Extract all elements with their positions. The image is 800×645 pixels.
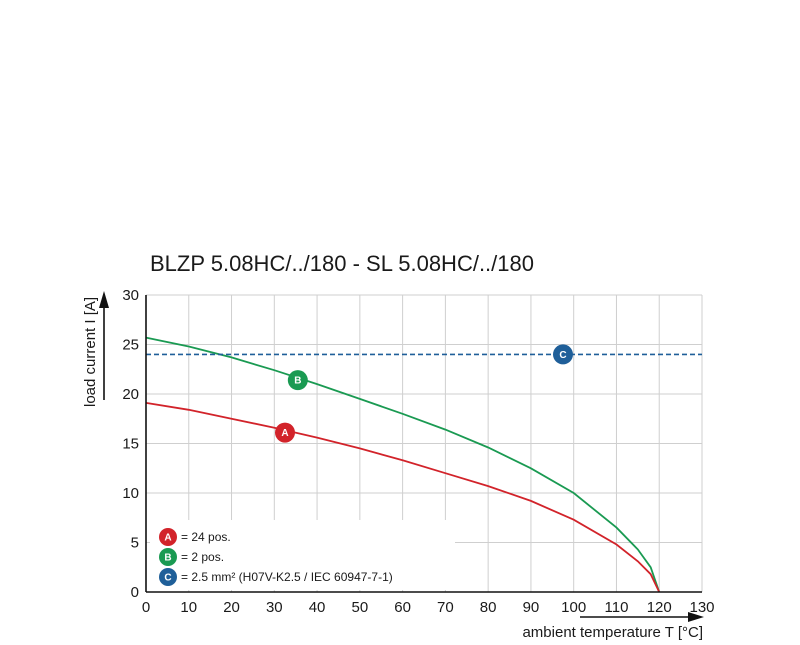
series-line-a [145,402,661,593]
marker-circle-c [553,344,573,365]
y-tick-labels: 0 5 10 15 20 25 30 [122,287,139,601]
legend: A = 24 pos. B = 2 pos. C = 2.5 mm² (H07V-K2.5… [159,528,393,586]
x-tick-label-10: 10 [180,599,197,616]
y-axis-arrow-head [99,291,109,308]
y-tick-label-10: 10 [122,485,139,502]
legend-entry-c: C = 2.5 mm² (H07V-K2.5 / IEC 60947-7-1) [159,568,393,586]
y-tick-label-15: 15 [122,436,139,453]
y-axis-label: load current I [A] [82,297,99,407]
x-tick-label-120: 120 [647,599,672,616]
legend-background [150,520,455,590]
y-tick-label-5: 5 [131,535,139,552]
y-tick-label-20: 20 [122,386,139,403]
legend-letter-b: B [164,553,171,564]
legend-letter-c: C [164,573,171,584]
marker-circle-b [287,370,308,391]
x-tick-label-80: 80 [480,599,497,616]
x-tick-label-60: 60 [394,599,411,616]
marker-circle-a [275,422,295,443]
legend-entry-a: A = 24 pos. [159,528,231,546]
y-tick-label-0: 0 [131,584,139,601]
marker-b: B [287,370,308,391]
marker-letter-c: C [559,350,566,361]
x-tick-label-40: 40 [309,599,326,616]
axes [99,291,704,622]
x-tick-label-50: 50 [352,599,369,616]
x-tick-label-100: 100 [561,599,586,616]
legend-box [150,520,455,590]
marker-c: C [553,344,573,365]
x-axis-label: ambient temperature T [°C] [522,624,703,641]
series-group [145,336,702,593]
legend-marker-c [159,568,177,586]
x-axis-arrow-head [688,612,704,622]
marker-a: A [275,422,295,443]
y-tick-label-25: 25 [122,337,139,354]
curve-markers: A B C [275,344,573,443]
x-tick-labels: 0 10 20 30 40 50 60 70 80 90 100 110 120 130 [142,599,715,616]
x-tick-label-20: 20 [223,599,240,616]
legend-entry-b: B = 2 pos. [159,548,224,566]
legend-letter-a: A [164,533,171,544]
marker-letter-a: A [281,428,288,439]
y-tick-label-30: 30 [122,287,139,304]
x-tick-label-0: 0 [142,599,150,616]
legend-text-a: = 24 pos. [181,530,231,544]
legend-marker-a [159,528,177,546]
legend-marker-b [159,548,177,566]
series-line-b [145,336,661,593]
x-tick-label-30: 30 [266,599,283,616]
legend-text-c: = 2.5 mm² (H07V-K2.5 / IEC 60947-7-1) [181,570,393,584]
x-tick-label-70: 70 [437,599,454,616]
legend-text-b: = 2 pos. [181,550,224,564]
x-tick-label-130: 130 [689,599,714,616]
chart-title: BLZP 5.08HC/../180 - SL 5.08HC/../180 [150,251,534,276]
marker-letter-b: B [294,376,301,387]
x-tick-label-90: 90 [523,599,540,616]
x-tick-label-110: 110 [605,599,629,616]
